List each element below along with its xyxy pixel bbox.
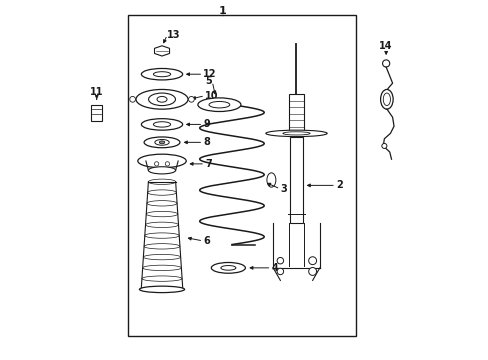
Ellipse shape <box>265 130 326 136</box>
Text: 12: 12 <box>203 69 216 79</box>
Circle shape <box>381 143 386 148</box>
Text: 5: 5 <box>205 76 212 86</box>
Ellipse shape <box>266 173 275 187</box>
Ellipse shape <box>211 262 245 273</box>
Ellipse shape <box>144 137 180 148</box>
Ellipse shape <box>148 93 175 105</box>
Text: 2: 2 <box>335 180 342 190</box>
Ellipse shape <box>383 93 389 105</box>
Circle shape <box>382 60 389 67</box>
Circle shape <box>129 96 135 102</box>
Ellipse shape <box>208 102 229 108</box>
Bar <box>128 15 355 336</box>
Ellipse shape <box>221 266 235 270</box>
Text: 4: 4 <box>271 263 278 273</box>
Ellipse shape <box>282 132 309 135</box>
Text: 9: 9 <box>203 120 209 129</box>
Ellipse shape <box>155 139 169 145</box>
Text: 14: 14 <box>379 41 392 50</box>
Text: 6: 6 <box>203 236 209 246</box>
Ellipse shape <box>198 98 241 112</box>
Polygon shape <box>154 46 169 56</box>
Ellipse shape <box>138 154 186 168</box>
Circle shape <box>277 257 283 264</box>
Circle shape <box>308 257 316 265</box>
Text: 1: 1 <box>219 6 226 16</box>
Ellipse shape <box>139 286 184 293</box>
Ellipse shape <box>380 89 392 109</box>
Ellipse shape <box>148 167 175 174</box>
FancyBboxPatch shape <box>91 105 102 121</box>
Ellipse shape <box>159 141 164 144</box>
Text: 7: 7 <box>204 159 211 169</box>
Text: 8: 8 <box>203 138 210 147</box>
Ellipse shape <box>136 89 187 109</box>
Bar <box>288 94 304 134</box>
Circle shape <box>188 96 194 102</box>
Text: 13: 13 <box>167 30 181 40</box>
Circle shape <box>165 162 169 166</box>
Text: 3: 3 <box>280 184 286 194</box>
Circle shape <box>277 268 283 275</box>
Ellipse shape <box>153 122 170 127</box>
Circle shape <box>308 267 316 275</box>
Ellipse shape <box>153 72 170 77</box>
Ellipse shape <box>157 96 167 102</box>
Ellipse shape <box>141 119 182 130</box>
Text: 11: 11 <box>90 87 103 97</box>
Bar <box>289 137 303 223</box>
Ellipse shape <box>141 68 182 80</box>
Circle shape <box>154 162 159 166</box>
Text: 10: 10 <box>204 91 218 101</box>
